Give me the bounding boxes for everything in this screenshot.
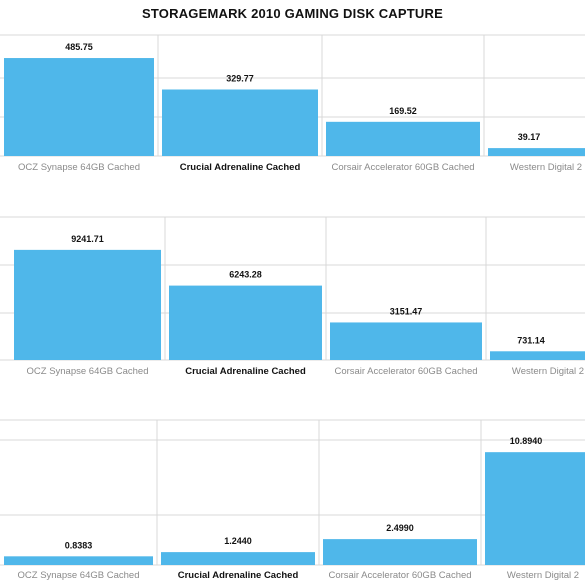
category-label: Western Digital 2 <box>510 162 582 173</box>
category-label: Crucial Adrenaline Cached <box>178 570 299 581</box>
value-label: 6243.28 <box>229 270 262 280</box>
category-label: Crucial Adrenaline Cached <box>185 366 306 377</box>
value-label: 2.4990 <box>386 523 414 533</box>
value-label: 3151.47 <box>390 306 423 316</box>
category-label: OCZ Synapse 64GB Cached <box>18 570 140 581</box>
bar <box>490 351 585 360</box>
bar <box>161 552 315 565</box>
bar <box>162 89 318 156</box>
category-label: Western Digital 2 <box>512 366 584 377</box>
value-label: 0.8383 <box>65 540 93 550</box>
value-label: 485.75 <box>65 42 93 52</box>
category-label: Corsair Accelerator 60GB Cached <box>334 366 477 377</box>
bar <box>169 285 322 360</box>
value-label: 9241.71 <box>71 234 104 244</box>
bar <box>326 121 480 156</box>
category-label: Corsair Accelerator 60GB Cached <box>328 570 471 581</box>
bar <box>488 148 585 156</box>
value-label: 731.14 <box>517 335 545 345</box>
category-label: Western Digital 2 <box>507 570 579 581</box>
bar <box>485 452 585 565</box>
chart-title: STORAGEMARK 2010 GAMING DISK CAPTURE <box>142 6 443 21</box>
value-label: 169.52 <box>389 106 417 116</box>
category-label: Corsair Accelerator 60GB Cached <box>331 162 474 173</box>
bar <box>323 539 477 565</box>
category-label: Crucial Adrenaline Cached <box>180 162 301 173</box>
bar <box>4 58 154 156</box>
category-label: OCZ Synapse 64GB Cached <box>18 162 140 173</box>
bar <box>14 249 161 360</box>
bar <box>330 322 482 360</box>
value-label: 329.77 <box>226 73 254 83</box>
value-label: 39.17 <box>518 132 541 142</box>
value-label: 10.8940 <box>510 436 543 446</box>
bar <box>4 556 153 565</box>
category-label: OCZ Synapse 64GB Cached <box>27 366 149 377</box>
value-label: 1.2440 <box>224 536 252 546</box>
